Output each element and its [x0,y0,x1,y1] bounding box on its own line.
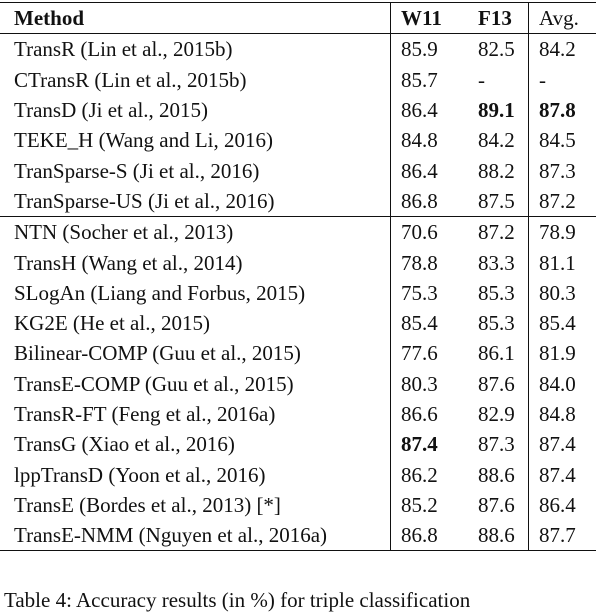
method-cell: lppTransD (Yoon et al., 2016) [0,459,391,489]
value-cell: 86.8 [391,520,467,551]
value-cell: 87.8 [529,95,596,125]
method-cell: TransE-COMP (Guu et al., 2015) [0,369,391,399]
method-cell: CTransR (Lin et al., 2015b) [0,65,391,95]
value-cell: 88.6 [466,520,529,551]
value-cell: 87.2 [529,186,596,217]
method-cell: TranSparse-US (Ji et al., 2016) [0,186,391,217]
method-cell: TransR (Lin et al., 2015b) [0,34,391,65]
header-cell: W11 [391,3,467,34]
value-cell: 70.6 [391,217,467,248]
value-cell: 85.4 [529,308,596,338]
value-cell: 87.5 [466,186,529,217]
value-cell: 86.4 [529,490,596,520]
value-cell: - [529,65,596,95]
value-cell: 87.3 [529,155,596,185]
value-cell: 80.3 [529,278,596,308]
value-cell: 87.7 [529,520,596,551]
method-cell: NTN (Socher et al., 2013) [0,217,391,248]
value-cell: 88.2 [466,155,529,185]
value-cell: 87.3 [466,429,529,459]
value-cell: 80.3 [391,369,467,399]
value-cell: 85.9 [391,34,467,65]
caption: Table 4: Accuracy results (in %) for tri… [4,588,470,613]
value-cell: 86.6 [391,399,467,429]
value-cell: 87.4 [529,429,596,459]
method-cell: Bilinear-COMP (Guu et al., 2015) [0,338,391,368]
value-cell: 83.3 [466,247,529,277]
method-cell: TransE (Bordes et al., 2013) [*] [0,490,391,520]
value-cell: 75.3 [391,278,467,308]
method-cell: TEKE_H (Wang and Li, 2016) [0,125,391,155]
method-cell: TransH (Wang et al., 2014) [0,247,391,277]
header-cell: Method [0,3,391,34]
value-cell: 84.8 [391,125,467,155]
value-cell: 78.8 [391,247,467,277]
value-cell: 85.7 [391,65,467,95]
value-cell: 81.9 [529,338,596,368]
value-cell: 84.2 [529,34,596,65]
method-cell: TransD (Ji et al., 2015) [0,95,391,125]
value-cell: 86.4 [391,155,467,185]
value-cell: 84.2 [466,125,529,155]
method-cell: TransE-NMM (Nguyen et al., 2016a) [0,520,391,551]
method-cell: SLogAn (Liang and Forbus, 2015) [0,278,391,308]
value-cell: 78.9 [529,217,596,248]
value-cell: 77.6 [391,338,467,368]
method-cell: TransR-FT (Feng et al., 2016a) [0,399,391,429]
value-cell: 82.5 [466,34,529,65]
value-cell: 89.1 [466,95,529,125]
value-cell: 87.6 [466,369,529,399]
value-cell: 81.1 [529,247,596,277]
method-cell: TranSparse-S (Ji et al., 2016) [0,155,391,185]
value-cell: 86.2 [391,459,467,489]
value-cell: 85.2 [391,490,467,520]
method-cell: KG2E (He et al., 2015) [0,308,391,338]
value-cell: 86.1 [466,338,529,368]
header-cell: Avg. [529,3,596,34]
value-cell: 82.9 [466,399,529,429]
table-row: CTransR (Lin et al., 2015b)85.7-- [0,65,596,95]
value-cell: 84.8 [529,399,596,429]
value-cell: 86.4 [391,95,467,125]
value-cell: 87.4 [391,429,467,459]
value-cell: 84.0 [529,369,596,399]
value-cell: 85.4 [391,308,467,338]
value-cell: - [466,65,529,95]
header-cell: F13 [466,3,529,34]
method-cell: TransG (Xiao et al., 2016) [0,429,391,459]
value-cell: 86.8 [391,186,467,217]
value-cell: 87.4 [529,459,596,489]
value-cell: 87.2 [466,217,529,248]
value-cell: 87.6 [466,490,529,520]
value-cell: 85.3 [466,278,529,308]
value-cell: 85.3 [466,308,529,338]
value-cell: 88.6 [466,459,529,489]
value-cell: 84.5 [529,125,596,155]
